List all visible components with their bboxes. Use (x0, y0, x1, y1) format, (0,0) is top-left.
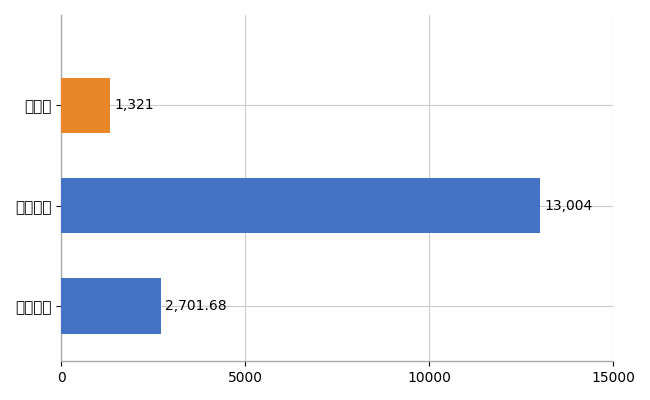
Text: 1,321: 1,321 (114, 98, 154, 112)
Bar (61, 178, 540, 233)
Bar (61, 78, 110, 133)
Bar (61, 278, 161, 334)
Text: 13,004: 13,004 (544, 199, 592, 213)
Text: 2,701.68: 2,701.68 (165, 299, 227, 313)
